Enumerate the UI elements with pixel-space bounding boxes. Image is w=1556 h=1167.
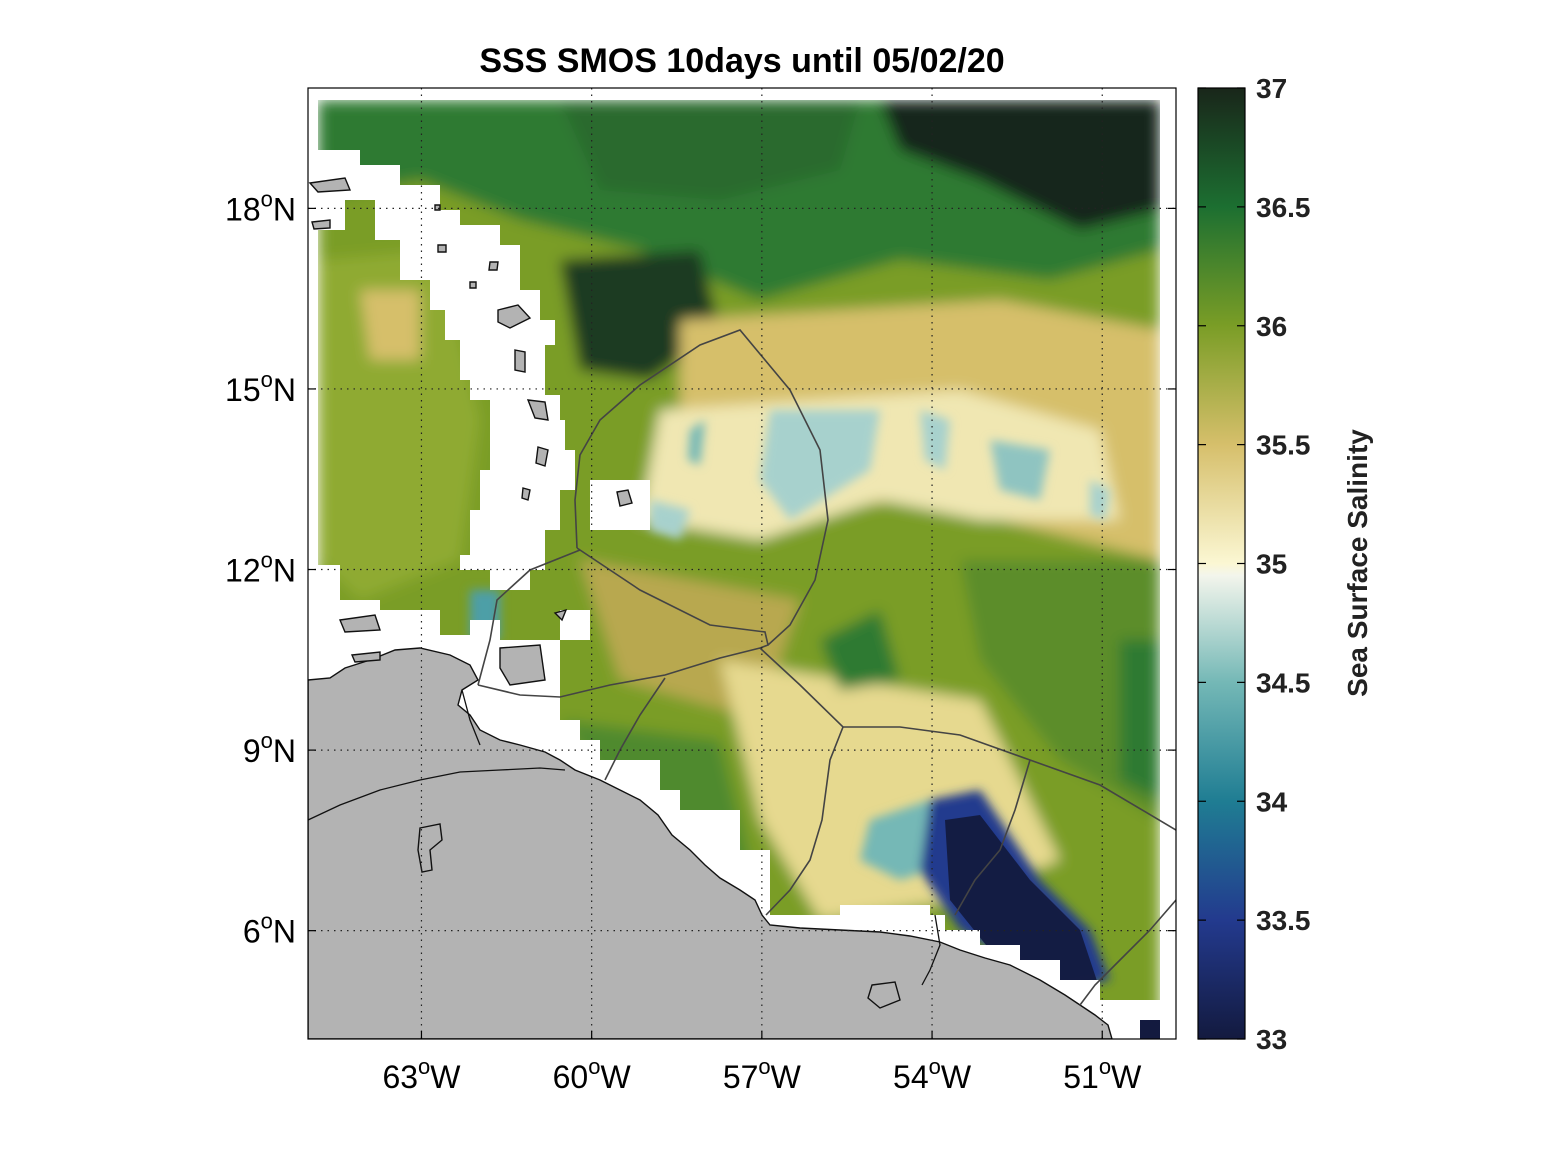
south-america-coast: [308, 647, 1113, 1039]
latitude-tick-labels: 18oN 15oN 12oN 9oN 6oN: [225, 186, 296, 949]
guadeloupe-island: [497, 304, 532, 329]
colorbar-tick-label: 35.5: [1256, 430, 1311, 461]
lat-tick-label: 15oN: [225, 367, 296, 408]
lat-tick-label: 6oN: [243, 909, 296, 950]
martinique-island: [526, 399, 549, 421]
dominica-island: [514, 349, 526, 373]
map-area: [308, 88, 1176, 1039]
lat-tick-label: 18oN: [225, 186, 296, 227]
colorbar-tick-label: 36: [1256, 311, 1287, 342]
salinity-field: [318, 100, 1160, 1039]
colorbar-tick-label: 34.5: [1256, 667, 1311, 698]
tobago-island: [553, 608, 568, 622]
colorbar-tick-label: 36.5: [1256, 192, 1311, 223]
trinidad-island: [499, 644, 546, 686]
colorbar-tick-label: 35: [1256, 549, 1287, 580]
lon-tick-label: 51oW: [1063, 1054, 1142, 1095]
lon-tick-label: 54oW: [893, 1054, 972, 1095]
map-frame: [307, 87, 1177, 1040]
colorbar-tick-label: 34: [1256, 786, 1288, 817]
colorbar: 37 36.5 36 35.5 35 34.5 34 33.5 33 Sea Surface S…: [1197, 73, 1373, 1055]
small-islands: [339, 204, 477, 663]
graticule: [308, 88, 1176, 1039]
map-title: SSS SMOS 10days until 05/02/20: [479, 42, 1004, 80]
virgin-islands: [311, 219, 331, 230]
lon-tick-label: 60oW: [553, 1054, 632, 1095]
colorbar-label: Sea Surface Salinity: [1342, 429, 1373, 697]
lat-tick-label: 12oN: [225, 548, 296, 589]
colorbar-ticks: 37 36.5 36 35.5 35 34.5 34 33.5 33: [1198, 73, 1311, 1055]
st-vincent-island: [521, 487, 531, 501]
lon-tick-label: 57oW: [723, 1054, 802, 1095]
eez-boundaries: [477, 329, 1176, 1006]
puerto-rico-island: [308, 177, 352, 193]
colorbar-tick-label: 33: [1256, 1024, 1287, 1055]
barbados-island: [616, 489, 633, 507]
lat-tick-label: 9oN: [243, 728, 296, 769]
colorbar-tick-label: 33.5: [1256, 905, 1311, 936]
st-lucia-island: [535, 446, 549, 467]
inland-reservoir: [867, 981, 901, 1009]
antigua-island: [488, 261, 499, 271]
inland-lake: [417, 823, 443, 873]
colorbar-tick-label: 37: [1256, 73, 1287, 104]
longitude-tick-labels: 63oW 60oW 57oW 54oW 51oW: [382, 1054, 1142, 1095]
rivers: [308, 689, 941, 986]
land-mass: [308, 177, 1113, 1039]
lon-tick-label: 63oW: [382, 1054, 461, 1095]
